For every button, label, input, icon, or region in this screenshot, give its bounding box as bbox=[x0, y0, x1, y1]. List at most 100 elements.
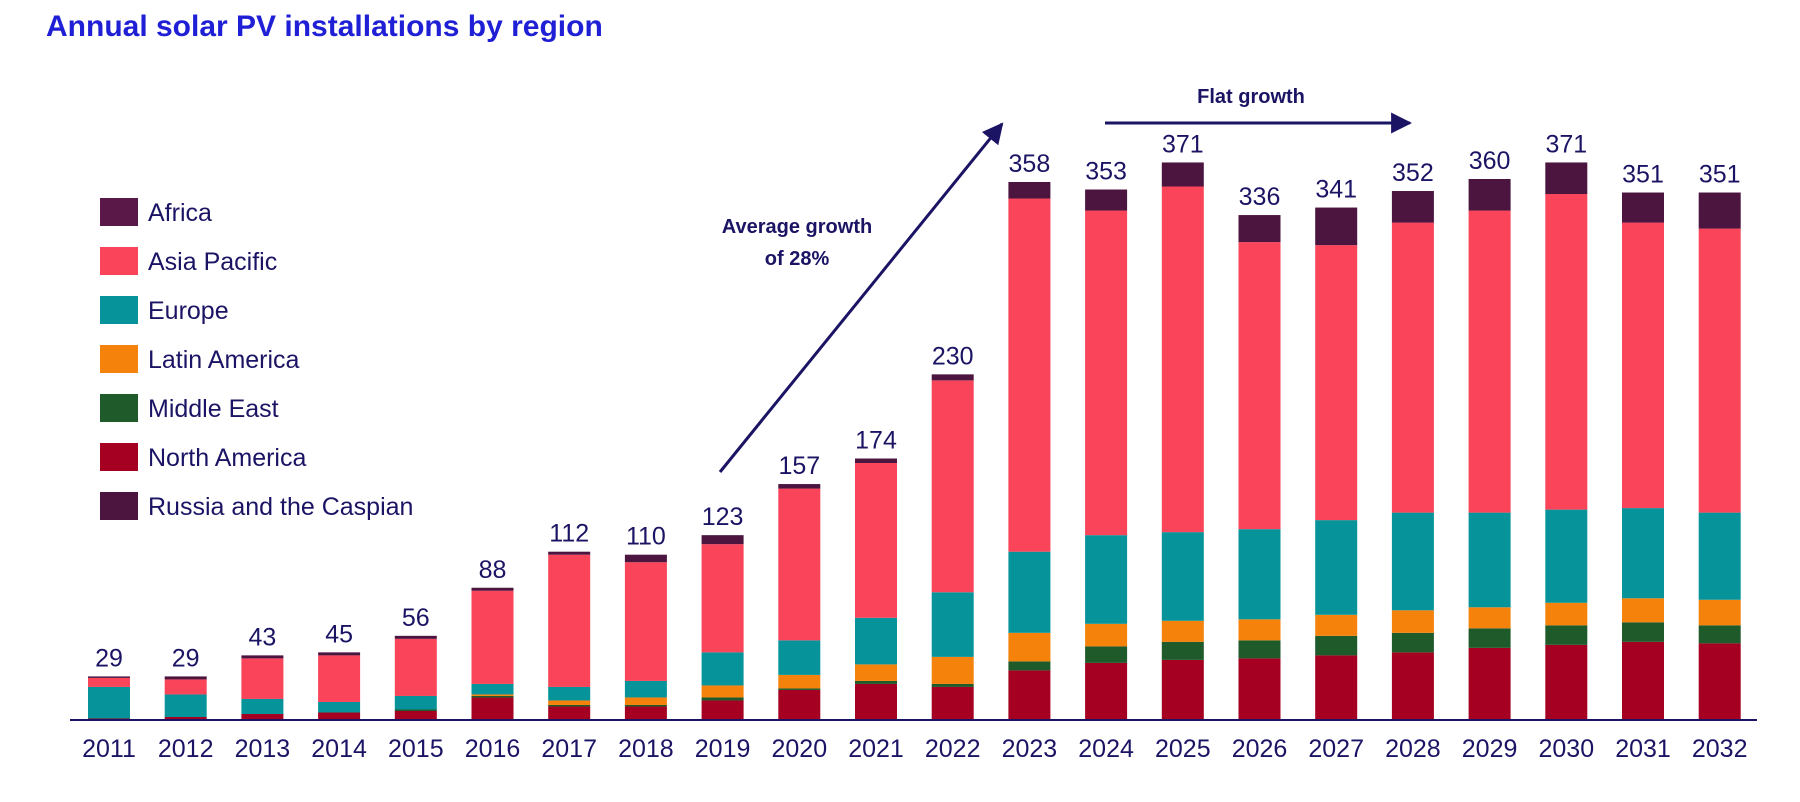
bar-2012-north-america bbox=[164, 716, 207, 720]
bar-2022-russia-and-the-caspian bbox=[931, 374, 974, 381]
bar-2028-russia-and-the-caspian bbox=[1391, 191, 1434, 223]
bar-2020-latin-america bbox=[778, 674, 821, 689]
x-tick-2013: 2013 bbox=[235, 735, 291, 763]
bar-2030-russia-and-the-caspian bbox=[1545, 162, 1588, 195]
total-label-2030: 371 bbox=[1545, 130, 1587, 158]
bar-2020-middle-east bbox=[778, 688, 821, 690]
bar-2024-asia-pacific bbox=[1085, 210, 1128, 536]
bar-2021-asia-pacific bbox=[855, 463, 897, 618]
bar-2022-asia-pacific bbox=[931, 380, 974, 593]
bar-2016-latin-america bbox=[471, 694, 514, 696]
x-tick-2025: 2025 bbox=[1155, 735, 1211, 763]
total-label-2016: 88 bbox=[479, 556, 507, 584]
legend-label-russia-and-the-caspian: Russia and the Caspian bbox=[148, 493, 413, 521]
bar-2016-russia-and-the-caspian bbox=[471, 587, 514, 591]
total-label-2021: 174 bbox=[855, 427, 897, 455]
bar-2032-asia-pacific bbox=[1698, 228, 1741, 513]
x-tick-2012: 2012 bbox=[158, 735, 214, 763]
x-tick-2031: 2031 bbox=[1615, 735, 1671, 763]
bar-2027-asia-pacific bbox=[1315, 245, 1358, 521]
legend-swatch-asia-pacific bbox=[100, 247, 138, 275]
flat-growth-label: Flat growth bbox=[1197, 86, 1305, 108]
x-tick-2021: 2021 bbox=[848, 735, 904, 763]
bar-2025-middle-east bbox=[1161, 641, 1204, 660]
bar-2032-middle-east bbox=[1698, 625, 1741, 644]
bar-2015-europe bbox=[394, 695, 437, 710]
bar-2014-europe bbox=[318, 701, 361, 713]
bar-2030-latin-america bbox=[1545, 602, 1588, 626]
x-tick-2015: 2015 bbox=[388, 735, 444, 763]
growth-arrow bbox=[718, 122, 1004, 473]
bar-2024-latin-america bbox=[1085, 623, 1128, 647]
bar-2028-latin-america bbox=[1391, 610, 1434, 633]
bar-2029-latin-america bbox=[1468, 607, 1511, 629]
growth-label-line1: Average growth bbox=[722, 216, 872, 238]
bar-2016-north-america bbox=[471, 697, 514, 720]
total-labels: 29 29 43 45 56 88 112 110 123 157 174 230 358 353 371 3… bbox=[95, 130, 1740, 672]
bar-2017-latin-america bbox=[548, 700, 591, 705]
growth-annotation: Average growth of 28% bbox=[718, 122, 1004, 473]
bar-2022-latin-america bbox=[931, 656, 974, 684]
bar-2022-europe bbox=[931, 592, 974, 657]
total-label-2012: 29 bbox=[172, 644, 200, 672]
bar-2029-russia-and-the-caspian bbox=[1468, 178, 1511, 211]
bar-2026-russia-and-the-caspian bbox=[1238, 215, 1281, 243]
x-tick-2019: 2019 bbox=[695, 735, 751, 763]
bar-2018-asia-pacific bbox=[624, 562, 667, 681]
bar-2013-asia-pacific bbox=[241, 658, 284, 699]
bar-2032-europe bbox=[1698, 512, 1741, 600]
legend: Africa Asia Pacific Europe Latin America Mid… bbox=[100, 198, 413, 521]
bar-2014-russia-and-the-caspian bbox=[318, 652, 361, 656]
total-label-2028: 352 bbox=[1392, 159, 1434, 187]
bar-2018-latin-america bbox=[624, 697, 667, 705]
total-label-2011: 29 bbox=[95, 644, 123, 672]
total-label-2027: 341 bbox=[1315, 176, 1357, 204]
bar-2016-middle-east bbox=[471, 695, 514, 698]
total-label-2031: 351 bbox=[1622, 161, 1664, 189]
bar-2031-asia-pacific bbox=[1622, 222, 1664, 509]
bar-2031-europe bbox=[1622, 508, 1664, 599]
bar-2032-north-america bbox=[1698, 643, 1741, 720]
bar-2023-north-america bbox=[1008, 670, 1051, 720]
total-label-2024: 353 bbox=[1085, 158, 1127, 186]
bar-2021-europe bbox=[855, 617, 897, 665]
bar-2013-north-america bbox=[241, 713, 284, 720]
x-tick-2018: 2018 bbox=[618, 735, 674, 763]
x-tick-2032: 2032 bbox=[1692, 735, 1748, 763]
bar-2019-north-america bbox=[701, 700, 744, 720]
bar-2012-asia-pacific bbox=[164, 679, 207, 695]
bar-2023-latin-america bbox=[1008, 632, 1051, 662]
bar-2021-latin-america bbox=[855, 664, 897, 681]
bar-2026-latin-america bbox=[1238, 619, 1281, 641]
bar-2031-latin-america bbox=[1622, 598, 1664, 623]
bar-2011-russia-and-the-caspian bbox=[88, 676, 130, 678]
total-label-2029: 360 bbox=[1469, 147, 1511, 175]
bar-2024-north-america bbox=[1085, 662, 1128, 720]
bar-2023-middle-east bbox=[1008, 661, 1051, 671]
bar-2014-asia-pacific bbox=[318, 655, 361, 702]
legend-swatch-europe bbox=[100, 296, 138, 324]
bar-2025-asia-pacific bbox=[1161, 186, 1204, 533]
bars-layer bbox=[88, 162, 1741, 720]
bar-2013-europe bbox=[241, 698, 284, 714]
bar-2017-north-america bbox=[548, 706, 591, 720]
bar-2020-asia-pacific bbox=[778, 488, 821, 641]
x-tick-2027: 2027 bbox=[1308, 735, 1364, 763]
bar-2019-latin-america bbox=[701, 685, 744, 698]
bar-2019-europe bbox=[701, 652, 744, 686]
bar-2024-europe bbox=[1085, 535, 1128, 624]
x-tick-2023: 2023 bbox=[1002, 735, 1058, 763]
bar-2025-europe bbox=[1161, 532, 1204, 621]
legend-swatch-russia-and-the-caspian bbox=[100, 492, 138, 520]
bar-2018-russia-and-the-caspian bbox=[624, 554, 667, 563]
bar-2011-europe bbox=[88, 686, 130, 719]
bar-2015-north-america bbox=[394, 710, 437, 720]
bar-2023-asia-pacific bbox=[1008, 198, 1051, 552]
total-label-2014: 45 bbox=[325, 620, 353, 648]
total-label-2025: 371 bbox=[1162, 130, 1204, 158]
bar-2017-europe bbox=[548, 686, 591, 701]
x-tick-2020: 2020 bbox=[771, 735, 827, 763]
bar-2017-middle-east bbox=[548, 704, 591, 707]
bar-2031-middle-east bbox=[1622, 622, 1664, 642]
bar-2018-middle-east bbox=[624, 704, 667, 707]
